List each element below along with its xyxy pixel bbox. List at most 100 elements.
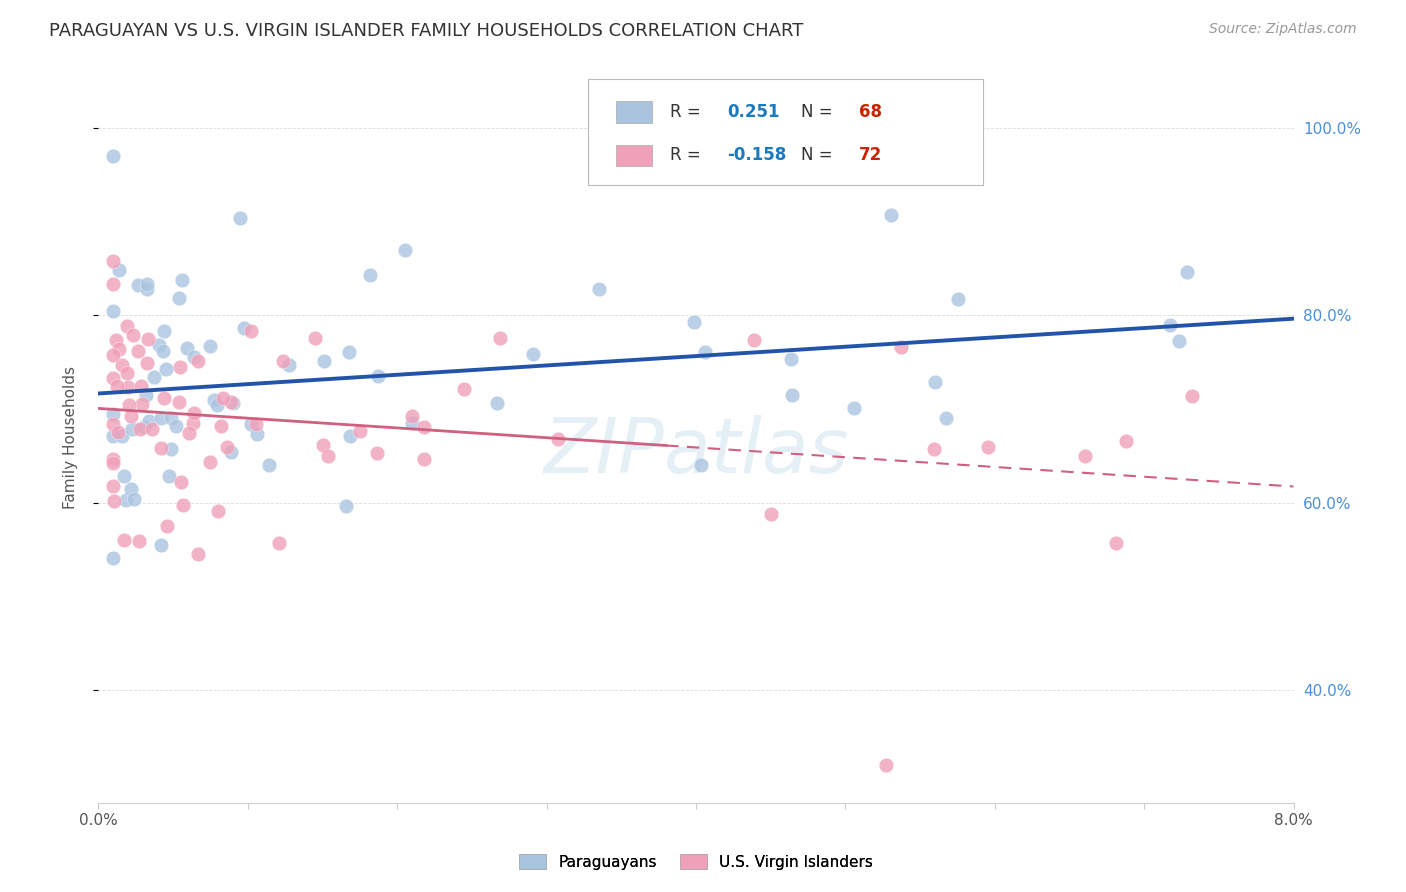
Point [135, 388, 157, 402]
Point [240, 417, 263, 432]
Point [155, 362, 177, 376]
Point [103, 417, 125, 432]
Point [167, 394, 190, 409]
Point [453, 382, 475, 396]
Point [120, 409, 142, 423]
Point [1159, 318, 1181, 332]
Point [412, 420, 434, 434]
Point [187, 547, 209, 561]
Point [401, 409, 423, 423]
Point [219, 445, 242, 459]
Point [160, 442, 183, 457]
Y-axis label: Family Households: Family Households [63, 366, 77, 508]
Point [157, 469, 180, 483]
Point [103, 253, 125, 268]
Point [112, 469, 135, 483]
Point [127, 278, 149, 293]
Point [215, 440, 238, 454]
Point [153, 325, 176, 339]
Point [335, 499, 357, 513]
Point [401, 416, 423, 430]
Point [198, 455, 221, 469]
Point [129, 379, 152, 393]
Point [1167, 334, 1189, 348]
Text: 68: 68 [859, 103, 882, 120]
Point [842, 401, 865, 416]
Point [222, 395, 245, 409]
Point [271, 354, 294, 368]
Point [114, 493, 136, 508]
Point [693, 345, 716, 359]
Point [160, 411, 183, 425]
Point [103, 304, 125, 318]
Point [176, 341, 198, 355]
Point [117, 366, 139, 380]
Point [349, 425, 371, 439]
Point [207, 398, 229, 412]
Point [782, 388, 804, 402]
Point [1074, 450, 1097, 464]
Point [183, 350, 205, 364]
Point [115, 319, 138, 334]
Text: R =: R = [669, 103, 706, 120]
Point [312, 438, 335, 452]
Point [875, 758, 897, 772]
FancyBboxPatch shape [589, 78, 983, 185]
Point [121, 328, 143, 343]
Point [143, 370, 166, 384]
Point [976, 440, 998, 454]
Point [339, 428, 361, 442]
Point [108, 263, 131, 277]
Point [121, 422, 143, 436]
Point [304, 330, 326, 344]
Point [209, 418, 232, 433]
Point [880, 208, 903, 222]
Point [316, 449, 339, 463]
Point [245, 417, 267, 431]
Point [219, 395, 242, 409]
Point [187, 354, 209, 368]
Point [105, 333, 128, 347]
Point [890, 340, 912, 354]
Point [277, 358, 299, 372]
Text: Source: ZipAtlas.com: Source: ZipAtlas.com [1209, 22, 1357, 37]
Point [105, 379, 128, 393]
Point [107, 425, 129, 439]
Point [120, 482, 142, 496]
Point [103, 551, 125, 566]
Point [761, 507, 783, 521]
Point [138, 414, 160, 428]
Point [246, 427, 269, 442]
Point [172, 498, 194, 512]
Point [1105, 536, 1128, 550]
Point [111, 358, 134, 372]
Point [744, 333, 766, 347]
Point [103, 277, 125, 291]
Point [169, 359, 191, 374]
Bar [616, 101, 652, 122]
Text: R =: R = [669, 146, 706, 164]
Point [135, 282, 157, 296]
Point [150, 411, 173, 425]
Point [181, 416, 204, 430]
Point [207, 504, 229, 518]
Point [312, 354, 335, 368]
Point [267, 535, 290, 549]
Text: 72: 72 [859, 146, 882, 164]
Point [170, 273, 193, 287]
Point [136, 277, 159, 291]
Point [153, 391, 176, 405]
Legend: Paraguayans, U.S. Virgin Islanders: Paraguayans, U.S. Virgin Islanders [513, 847, 879, 876]
Point [122, 491, 145, 506]
Text: N =: N = [801, 146, 838, 164]
Point [131, 397, 153, 411]
Point [935, 410, 957, 425]
Point [394, 243, 416, 257]
Point [127, 344, 149, 359]
Point [103, 456, 125, 470]
Point [103, 371, 125, 385]
Point [128, 534, 150, 549]
Point [156, 519, 179, 533]
Text: N =: N = [801, 103, 838, 120]
Point [103, 479, 125, 493]
